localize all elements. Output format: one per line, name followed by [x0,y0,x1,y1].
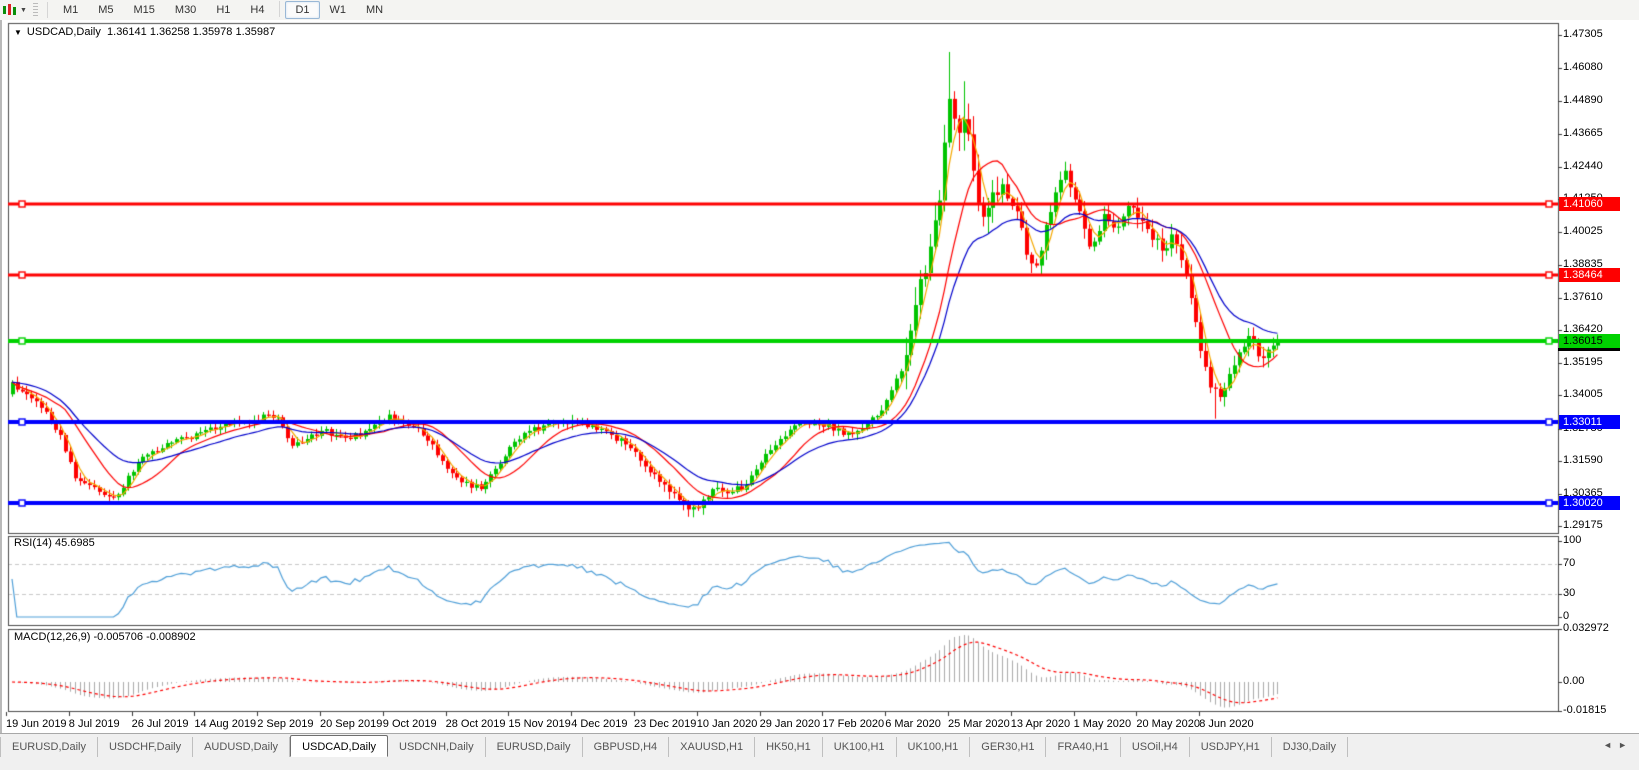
chart-tab-ger30-h1[interactable]: GER30,H1 [970,737,1047,757]
top-toolbar: ▼ M1 M5 M15 M30 H1 H4 D1 W1 MN [0,0,1639,21]
toolbar-grip-handle[interactable] [32,3,38,17]
timeframe-button-h1[interactable]: H1 [216,4,231,16]
timeframe-button-m1[interactable]: M1 [62,4,79,16]
price-chart-canvas[interactable] [2,20,1639,733]
chart-tab-gbpusd-h4[interactable]: GBPUSD,H4 [583,737,670,757]
chart-tab-uk100-h1[interactable]: UK100,H1 [897,737,971,757]
chart-tab-audusd-daily[interactable]: AUDUSD,Daily [193,737,291,757]
timeframe-button-m30[interactable]: M30 [174,4,197,16]
chart-tab-bar: EURUSD,Daily USDCHF,Daily AUDUSD,Daily USDC… [0,733,1639,770]
chart-type-dropdown-icon[interactable]: ▼ [20,6,27,14]
chart-tab-usdjpy-h1[interactable]: USDJPY,H1 [1190,737,1272,757]
chart-tab-hk50-h1[interactable]: HK50,H1 [755,737,823,757]
chart-tab-usdchf-daily[interactable]: USDCHF,Daily [98,737,194,757]
tab-scroll-right-icon[interactable]: ► [1618,740,1633,750]
current-bid-price-marker [1558,348,1620,352]
chart-tab-uk100-h1[interactable]: UK100,H1 [823,737,897,757]
timeframe-button-m5[interactable]: M5 [98,4,114,16]
chart-tab-dj30-daily[interactable]: DJ30,Daily [1272,737,1348,757]
chart-tab-usdcnh-daily[interactable]: USDCNH,Daily [388,737,486,757]
timeframe-button-w1[interactable]: W1 [329,4,347,16]
tab-scroll-left-icon[interactable]: ◄ [1603,740,1619,750]
timeframe-button-mn[interactable]: MN [366,4,384,16]
chart-tab-eurusd-daily[interactable]: EURUSD,Daily [0,737,98,757]
candlestick-chart-icon[interactable] [2,3,18,17]
chart-tab-usdcad-daily[interactable]: USDCAD,Daily [290,735,389,757]
chart-tab-usoil-h4[interactable]: USOil,H4 [1121,737,1190,757]
chart-tab-fra40-h1[interactable]: FRA40,H1 [1046,737,1121,757]
timeframe-button-m15[interactable]: M15 [133,4,155,16]
chart-tab-eurusd-daily[interactable]: EURUSD,Daily [486,737,583,757]
timeframe-button-d1[interactable]: D1 [285,1,320,19]
chart-tab-xauusd-h1[interactable]: XAUUSD,H1 [669,737,756,757]
timeframe-button-h4[interactable]: H4 [250,4,265,16]
toolbar-separator [279,1,281,17]
toolbar-separator [46,2,48,18]
chart-window: ▼ USDCAD,Daily 1.36141 1.36258 1.35978 1.… [0,20,1639,733]
